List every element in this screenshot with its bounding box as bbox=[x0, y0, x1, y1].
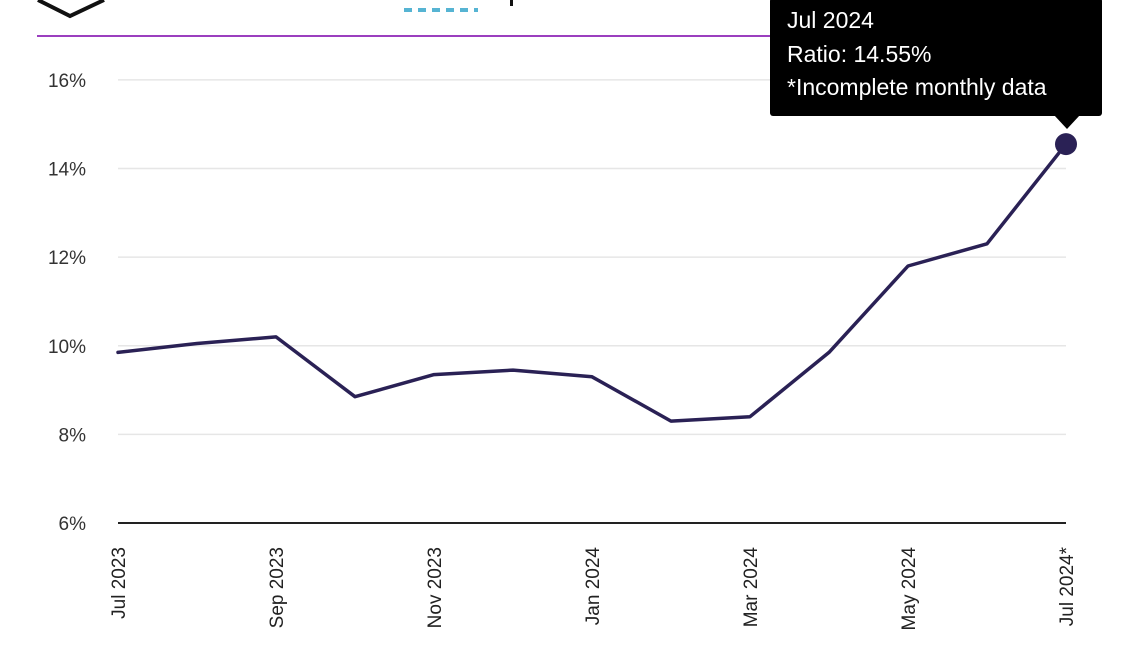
y-tick-label: 16% bbox=[48, 71, 86, 92]
y-tick-label: 12% bbox=[48, 248, 86, 269]
x-tick-label: Jul 2024* bbox=[1057, 546, 1078, 626]
y-axis-labels: 6% 8% 10% 12% 14% 16% bbox=[48, 71, 86, 535]
x-tick-label: May 2024 bbox=[899, 547, 920, 631]
x-axis-labels: Jul 2023 Sep 2023 Nov 2023 Jan 2024 Mar 2024… bbox=[109, 546, 1078, 630]
y-tick-label: 14% bbox=[48, 160, 86, 181]
tooltip-note: *Incomplete monthly data bbox=[787, 74, 1047, 100]
tooltip: Jul 2024 Ratio: 14.55% *Incomplete month… bbox=[770, 0, 1102, 116]
logo-icon bbox=[37, 0, 105, 19]
tooltip-title: Jul 2024 bbox=[787, 7, 874, 33]
y-tick-label: 8% bbox=[59, 425, 87, 446]
grid-lines bbox=[118, 79, 1066, 436]
x-tick-label: Jan 2024 bbox=[583, 547, 604, 626]
tooltip-ratio: Ratio: 14.55% bbox=[787, 40, 932, 67]
tooltip-pointer bbox=[1054, 115, 1080, 129]
highlighted-data-point[interactable] bbox=[1055, 133, 1077, 156]
legend-text-fragment bbox=[510, 0, 513, 6]
series-line bbox=[116, 142, 1068, 423]
y-tick-label: 6% bbox=[59, 514, 87, 535]
x-tick-label: Mar 2024 bbox=[741, 547, 762, 628]
x-tick-label: Jul 2023 bbox=[109, 547, 130, 619]
x-tick-label: Sep 2023 bbox=[267, 547, 288, 628]
x-tick-label: Nov 2023 bbox=[425, 547, 446, 628]
y-tick-label: 10% bbox=[48, 337, 86, 358]
